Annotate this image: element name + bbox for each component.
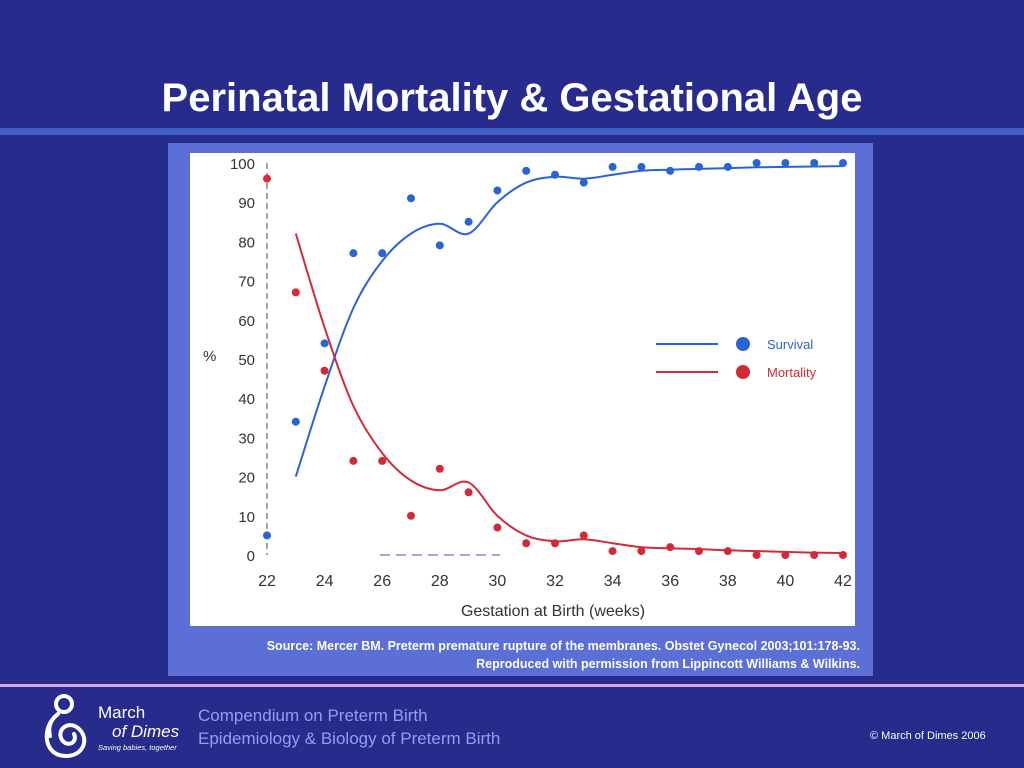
mortality-data-point xyxy=(608,547,617,556)
x-tick-label: 32 xyxy=(546,573,564,590)
survival-data-point xyxy=(781,159,790,167)
y-tick-label: 70 xyxy=(238,274,255,291)
mortality-curve xyxy=(294,233,844,554)
y-tick-label: 10 xyxy=(238,509,255,526)
source-citation: Source: Mercer BM. Preterm premature rup… xyxy=(178,637,860,673)
mortality-data-point xyxy=(464,488,473,497)
survival-data-point xyxy=(666,166,675,175)
survival-data-point xyxy=(407,194,415,203)
mortality-data-point xyxy=(781,551,790,559)
source-line-2: Reproduced with permission from Lippinco… xyxy=(476,657,860,671)
chart-legend: Survival Mortality xyxy=(656,337,817,380)
x-axis-label: Gestation at Birth (weeks) xyxy=(461,603,645,620)
mortality-data-point xyxy=(493,523,502,532)
logo-march-text: March xyxy=(98,703,145,722)
x-tick-label: 30 xyxy=(489,573,507,590)
y-tick-label: 50 xyxy=(238,352,255,369)
mortality-data-point xyxy=(695,547,703,556)
legend-survival-marker xyxy=(736,337,750,351)
survival-data-point xyxy=(435,241,444,250)
source-line-1: Source: Mercer BM. Preterm premature rup… xyxy=(266,639,860,653)
mortality-data-point xyxy=(752,551,761,559)
mortality-data-point xyxy=(551,539,559,548)
survival-data-point xyxy=(637,162,646,171)
mortality-data-point xyxy=(723,547,732,556)
footer-divider xyxy=(0,684,1024,687)
survival-data-point xyxy=(579,178,588,187)
survival-data-point xyxy=(752,159,761,167)
mortality-data-point xyxy=(291,288,300,297)
mortality-data-point xyxy=(378,456,387,465)
copyright-notice: © March of Dimes 2006 xyxy=(870,730,986,742)
mortality-data-point xyxy=(637,547,646,556)
legend-mortality-label: Mortality xyxy=(767,365,817,380)
y-tick-label: 100 xyxy=(230,156,255,173)
mortality-data-point xyxy=(666,543,675,552)
y-axis-label: % xyxy=(203,348,216,365)
mortality-data-point xyxy=(810,551,819,559)
y-tick-label: 60 xyxy=(238,313,255,330)
mortality-data-point xyxy=(435,464,444,473)
survival-data-point xyxy=(464,217,473,226)
title-divider xyxy=(0,128,1024,135)
x-tick-label: 26 xyxy=(373,573,391,590)
survival-data-point xyxy=(810,159,819,167)
survival-curve xyxy=(294,165,844,477)
y-tick-label: 40 xyxy=(238,391,255,408)
survival-data-point xyxy=(608,162,617,171)
footer-line-1: Compendium on Preterm Birth xyxy=(198,706,428,725)
logo-tagline: Saving babies, together xyxy=(98,743,177,752)
survival-data-point xyxy=(378,249,387,258)
x-tick-label: 42 xyxy=(834,573,852,590)
survival-data-point xyxy=(723,162,732,171)
survival-data-point xyxy=(695,162,703,171)
logo-dimes-text: of Dimes xyxy=(112,722,180,741)
legend-survival-label: Survival xyxy=(767,337,813,352)
mortality-data-point xyxy=(349,456,358,465)
y-tick-label: 90 xyxy=(238,195,255,212)
footer-line-2: Epidemiology & Biology of Preterm Birth xyxy=(198,729,501,748)
x-tick-label: 34 xyxy=(604,573,622,590)
survival-data-point xyxy=(493,186,502,195)
survival-data-point xyxy=(522,166,531,175)
mortality-data-point xyxy=(320,366,329,375)
y-tick-label: 0 xyxy=(247,548,255,565)
mortality-data-point xyxy=(407,511,415,520)
x-tick-label: 22 xyxy=(258,573,276,590)
march-of-dimes-logo: March of Dimes Saving babies, together xyxy=(44,694,180,759)
mortality-data-point xyxy=(522,539,531,548)
survival-data-point xyxy=(551,170,559,179)
survival-data-point xyxy=(320,339,329,348)
x-tick-label: 38 xyxy=(719,573,737,590)
survival-data-point xyxy=(263,531,271,540)
mortality-data-point xyxy=(579,531,588,540)
y-tick-label: 80 xyxy=(238,234,255,251)
survival-mortality-chart: 0 10 20 30 40 50 60 70 80 90 100 22 24 26 28 30 32 34 36 38… xyxy=(190,153,855,626)
survival-data-point xyxy=(349,249,358,258)
x-tick-label: 40 xyxy=(777,573,795,590)
footer-compendium: Compendium on Preterm Birth Epidemiology… xyxy=(198,704,500,750)
y-tick-label: 20 xyxy=(238,470,255,487)
slide-title: Perinatal Mortality & Gestational Age xyxy=(161,76,863,120)
y-tick-label: 30 xyxy=(238,430,255,447)
legend-mortality-marker xyxy=(736,365,750,379)
mortality-data-point xyxy=(839,551,847,559)
x-tick-label: 36 xyxy=(661,573,679,590)
mortality-data-point xyxy=(263,174,271,183)
x-tick-label: 24 xyxy=(316,573,334,590)
survival-data-point xyxy=(839,159,847,167)
x-tick-label: 28 xyxy=(431,573,449,590)
survival-data-point xyxy=(291,417,300,426)
